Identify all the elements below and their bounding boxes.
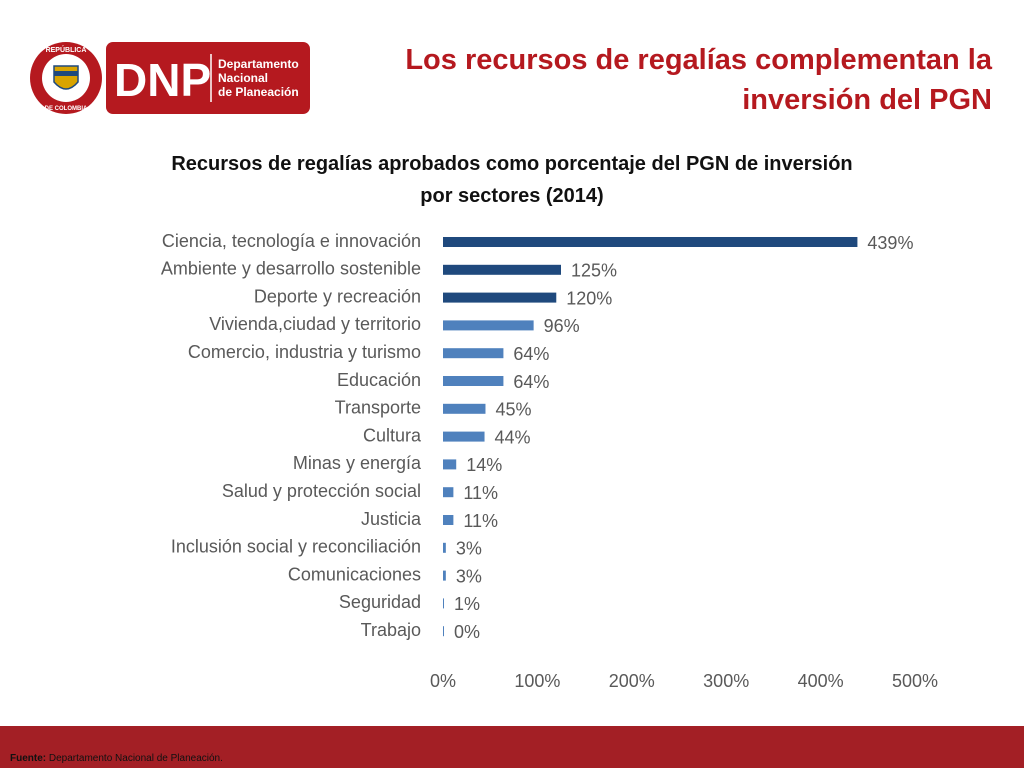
category-label: Seguridad [339,592,421,612]
slide-title-line1: Los recursos de regalías complementan la [405,44,992,76]
footer-bar: Fuente: Departamento Nacional de Planeac… [0,726,1024,768]
slide-title-line2: inversión del PGN [742,84,992,116]
logo-name-line3: de Planeación [218,85,299,99]
bar [443,403,486,414]
chart-title-line1: Recursos de regalías aprobados como porc… [171,153,853,175]
bar [443,598,444,609]
data-label: 3% [456,539,482,559]
x-tick-label: 200% [609,671,655,691]
bar [443,542,446,553]
x-tick-label: 500% [892,671,938,691]
source-label: Fuente: [10,753,47,764]
data-label: 0% [454,622,480,642]
data-label: 64% [513,372,549,392]
slide-title: Los recursos de regalías complementan la… [352,40,992,120]
bar [443,431,485,442]
seal-text-top: REPÚBLICA [46,45,87,54]
category-label: Comercio, industria y turismo [188,342,421,362]
bar [443,264,561,275]
data-label: 120% [566,288,612,308]
bar [443,292,557,303]
bar [443,376,504,386]
source-text: Departamento Nacional de Planeación. [46,753,223,764]
bar [443,570,446,581]
category-label: Ambiente y desarrollo sostenible [161,259,421,279]
category-label: Inclusión social y reconciliación [171,537,421,557]
category-label: Vivienda,ciudad y territorio [209,314,421,334]
category-label: Educación [337,370,421,390]
bar [443,626,444,637]
data-label: 439% [867,233,913,253]
data-label: 44% [495,427,531,447]
data-label: 64% [513,344,549,364]
bar [443,487,454,498]
x-tick-label: 100% [514,671,560,691]
category-label: Minas y energía [293,453,422,473]
data-label: 14% [466,455,502,475]
data-label: 11% [463,483,498,503]
category-label: Salud y protección social [222,481,421,501]
x-tick-label: 300% [703,671,749,691]
data-label: 3% [456,566,482,586]
bar [443,237,858,247]
logo-name-line1: Departamento [218,57,299,71]
category-label: Justicia [361,509,422,529]
category-label: Transporte [335,398,421,418]
data-label: 11% [463,511,498,531]
bar [443,320,534,331]
logo-name-line2: Nacional [218,71,268,85]
data-label: 1% [454,594,480,614]
source-note: Fuente: Departamento Nacional de Planeac… [10,753,223,765]
data-label: 45% [495,400,531,420]
data-label: 96% [544,316,580,336]
x-tick-label: 0% [430,671,456,691]
bar [443,515,454,525]
data-label: 125% [571,261,617,281]
logo-acronym: DNP [114,54,211,106]
category-label: Deporte y recreación [254,286,421,306]
category-label: Ciencia, tecnología e innovación [162,231,421,251]
dnp-logo: REPÚBLICA DE COLOMBIA DNP Departamento N… [30,42,310,114]
category-label: Comunicaciones [288,564,421,584]
category-label: Cultura [363,425,422,445]
x-tick-label: 400% [798,671,844,691]
bar [443,348,504,359]
chart-title-line2: por sectores (2014) [420,185,604,207]
chart-title: Recursos de regalías aprobados como porc… [80,148,944,212]
bar-chart: Ciencia, tecnología e innovación 439% Ambi… [161,231,938,691]
category-label: Trabajo [361,620,421,640]
bar [443,459,457,470]
seal-text-bottom: DE COLOMBIA [45,106,88,112]
